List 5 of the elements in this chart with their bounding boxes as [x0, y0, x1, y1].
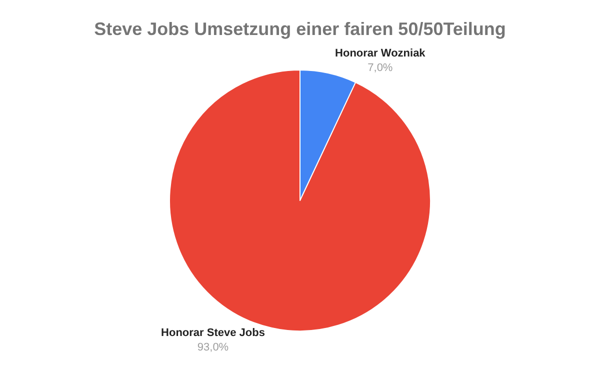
chart-title: Steve Jobs Umsetzung einer fairen 50/50Teilung [94, 18, 506, 39]
slice-label: Honorar Wozniak [335, 47, 426, 60]
data-label: 93,0% [197, 342, 229, 354]
slice-label: Honorar Steve Jobs [161, 327, 265, 340]
data-label: 7,0% [368, 62, 393, 74]
